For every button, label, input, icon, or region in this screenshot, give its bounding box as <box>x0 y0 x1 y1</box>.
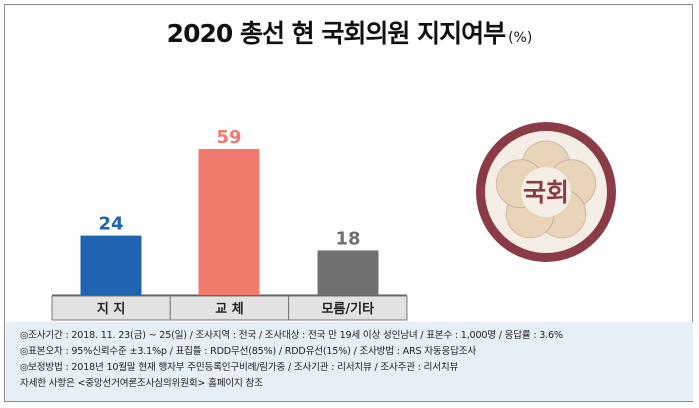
category-cell <box>288 295 408 321</box>
emblem-svg: 국회 <box>476 122 616 262</box>
survey-notes: ◎조사기간 : 2018. 11. 23(금) ~ 25(일) / 조사지역 :… <box>6 322 693 401</box>
bar <box>317 250 379 295</box>
category-cell <box>51 295 171 321</box>
bars-group <box>52 148 407 296</box>
note-line: ◎표본오차 : 95%신뢰수준 ±3.1%p / 표집틀 : RDD무선(85%… <box>20 346 476 357</box>
tick-label: 모름/기타 <box>321 301 374 317</box>
data-label: 59 <box>216 127 241 148</box>
note-line: ◎조사기간 : 2018. 11. 23(금) ~ 25(일) / 조사지역 :… <box>20 330 563 341</box>
title-unit: (%) <box>508 30 533 46</box>
note-line: ◎보정방법 : 2018년 10월말 현재 행자부 주민등록인구비례/림가중 /… <box>20 362 459 373</box>
note-line: 자세한 사항은 <중앙선거여론조사심의위원회> 홈페이지 참조 <box>20 378 263 389</box>
tick-label: 교 체 <box>215 302 243 317</box>
bar <box>80 235 142 295</box>
national-assembly-emblem: 국회 <box>474 120 618 264</box>
tick-label: 지 지 <box>97 302 125 317</box>
category-axis: 지 지 교 체 모름/기타 <box>51 295 408 321</box>
bar <box>198 148 260 295</box>
data-label: 18 <box>335 228 360 249</box>
title-text: 2020 총선 현 국회의원 지지여부 <box>166 19 506 48</box>
data-label: 24 <box>98 214 123 235</box>
bar-chart: 24 59 18 지 지 교 체 모름/기타 <box>51 127 408 321</box>
chart-title: 2020 총선 현 국회의원 지지여부 (%) <box>0 14 699 50</box>
value-labels-group: 24 59 18 <box>98 127 360 249</box>
emblem-text: 국회 <box>523 178 569 207</box>
emblem-center <box>521 167 571 217</box>
